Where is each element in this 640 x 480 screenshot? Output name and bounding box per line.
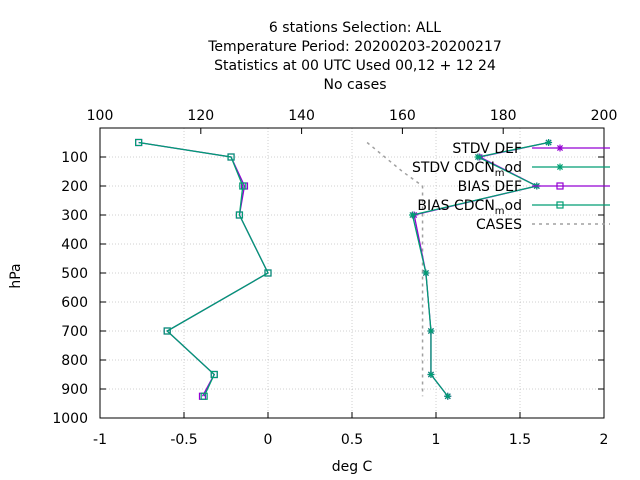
y-tick-label: 300	[61, 208, 88, 224]
data-point	[556, 163, 564, 171]
y-tick-label: 900	[61, 382, 88, 398]
x-tick-label: -0.5	[170, 432, 197, 448]
cases-series	[366, 141, 424, 397]
x-tick-label: -1	[93, 432, 107, 448]
data-point	[427, 327, 435, 335]
grid	[100, 128, 604, 418]
series-1	[408, 139, 553, 400]
legend-label: BIAS DEF	[458, 179, 522, 195]
x2-axis-ticks: 100 120 140 160 180 200	[87, 108, 618, 134]
data-point	[227, 153, 235, 161]
title-line-4: No cases	[324, 77, 387, 93]
y-tick-label: 100	[61, 150, 88, 166]
series-line	[366, 141, 424, 397]
legend-label: CASES	[476, 217, 522, 233]
title-line-2: Temperature Period: 20200203-20200217	[207, 39, 502, 55]
data-point	[264, 269, 272, 277]
x2-tick-label: 160	[389, 108, 416, 124]
series-3	[135, 138, 272, 400]
y-axis-ticks: 100 200 300 400 500 600 700 800 900 1000	[52, 150, 604, 427]
y-tick-label: 600	[61, 295, 88, 311]
y-tick-label: 400	[61, 237, 88, 253]
legend-item: BIAS DEF	[458, 179, 610, 195]
legend-item: STDV CDCNmod	[412, 160, 610, 179]
data-point	[239, 182, 247, 190]
x-axis-ticks: -1 -0.5 0 0.5 1 1.5 2	[93, 412, 608, 448]
data-point	[408, 211, 416, 219]
data-point	[210, 370, 218, 379]
title-line-1: 6 stations Selection: ALL	[269, 20, 441, 36]
data-point	[163, 327, 171, 335]
title-line-3: Statistics at 00 UTC Used 00,12 + 12 24	[214, 58, 496, 74]
series-line	[411, 141, 549, 397]
legend-label: STDV DEF	[452, 141, 522, 157]
legend-label: BIAS CDCNmod	[417, 198, 522, 217]
x2-tick-label: 100	[87, 108, 114, 124]
x2-tick-label: 120	[187, 108, 214, 124]
series-4	[366, 141, 424, 397]
data-point	[200, 392, 208, 400]
data-point	[422, 269, 430, 277]
x-tick-label: 2	[600, 432, 609, 448]
legend-item: STDV DEF	[452, 141, 610, 157]
series-2	[135, 138, 272, 400]
x-tick-label: 0.5	[341, 432, 363, 448]
y-tick-label: 1000	[52, 411, 88, 427]
data-point	[135, 138, 143, 147]
data-point	[444, 392, 452, 400]
y-tick-label: 700	[61, 324, 88, 340]
x-tick-label: 1	[432, 432, 441, 448]
data-point	[235, 211, 244, 219]
x2-tick-label: 140	[288, 108, 315, 124]
x2-tick-label: 200	[591, 108, 618, 124]
y-axis-label: hPa	[8, 263, 24, 288]
x-tick-label: 0	[264, 432, 273, 448]
series-line	[138, 141, 269, 397]
legend-item: BIAS CDCNmod	[417, 198, 610, 217]
x-axis-label: deg C	[332, 459, 373, 475]
series-line	[138, 141, 269, 397]
y-tick-label: 800	[61, 353, 88, 369]
data-point	[556, 144, 564, 152]
legend-item: CASES	[476, 217, 610, 233]
x2-tick-label: 180	[490, 108, 517, 124]
data-point	[427, 371, 435, 378]
x-tick-label: 1.5	[509, 432, 531, 448]
y-tick-label: 500	[61, 266, 88, 282]
data-point	[545, 139, 553, 146]
chart-title: 6 stations Selection: ALL Temperature Pe…	[207, 20, 502, 93]
y-tick-label: 200	[61, 179, 88, 195]
legend-label: STDV CDCNmod	[412, 160, 522, 179]
data-point	[474, 153, 482, 161]
data-point	[556, 201, 564, 209]
data-point	[556, 182, 564, 190]
